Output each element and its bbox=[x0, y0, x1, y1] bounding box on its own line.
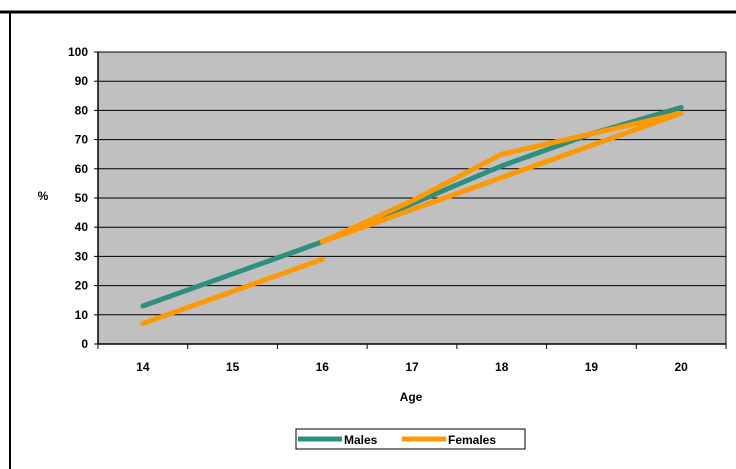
x-tick-label-19: 19 bbox=[585, 360, 599, 374]
x-tick-label-18: 18 bbox=[495, 360, 509, 374]
y-tick-label-40: 40 bbox=[75, 220, 89, 234]
x-axis-label: Age bbox=[400, 390, 423, 404]
y-tick-label-80: 80 bbox=[75, 103, 89, 117]
x-tick-label-16: 16 bbox=[316, 360, 330, 374]
series-lines bbox=[140, 104, 684, 327]
x-tick-label-17: 17 bbox=[405, 360, 419, 374]
y-tick-labels: 0 10 20 30 40 50 60 70 80 90 100 bbox=[68, 45, 88, 351]
x-tick-label-14: 14 bbox=[136, 360, 150, 374]
legend-label-females: Females bbox=[448, 433, 496, 447]
x-tick-labels: 14 15 16 17 18 19 20 bbox=[136, 360, 688, 374]
y-axis-label: % bbox=[38, 189, 49, 203]
series-females-segment-1 bbox=[319, 110, 684, 245]
x-tick-label-15: 15 bbox=[226, 360, 240, 374]
y-tick-label-90: 90 bbox=[75, 74, 89, 88]
y-tick-label-100: 100 bbox=[68, 45, 88, 59]
y-tick-label-20: 20 bbox=[75, 279, 89, 293]
series-females-segment-0 bbox=[140, 256, 325, 327]
y-tick-label-30: 30 bbox=[75, 249, 89, 263]
y-tick-label-70: 70 bbox=[75, 133, 89, 147]
series-females-line bbox=[319, 110, 684, 245]
y-tick-label-0: 0 bbox=[81, 337, 88, 351]
y-tick-label-50: 50 bbox=[75, 191, 89, 205]
axes bbox=[94, 51, 727, 349]
y-tick-label-60: 60 bbox=[75, 162, 89, 176]
y-tick-label-10: 10 bbox=[75, 308, 89, 322]
legend: Males Females bbox=[295, 428, 526, 450]
legend-label-males: Males bbox=[344, 433, 378, 447]
x-tick-label-20: 20 bbox=[674, 360, 688, 374]
